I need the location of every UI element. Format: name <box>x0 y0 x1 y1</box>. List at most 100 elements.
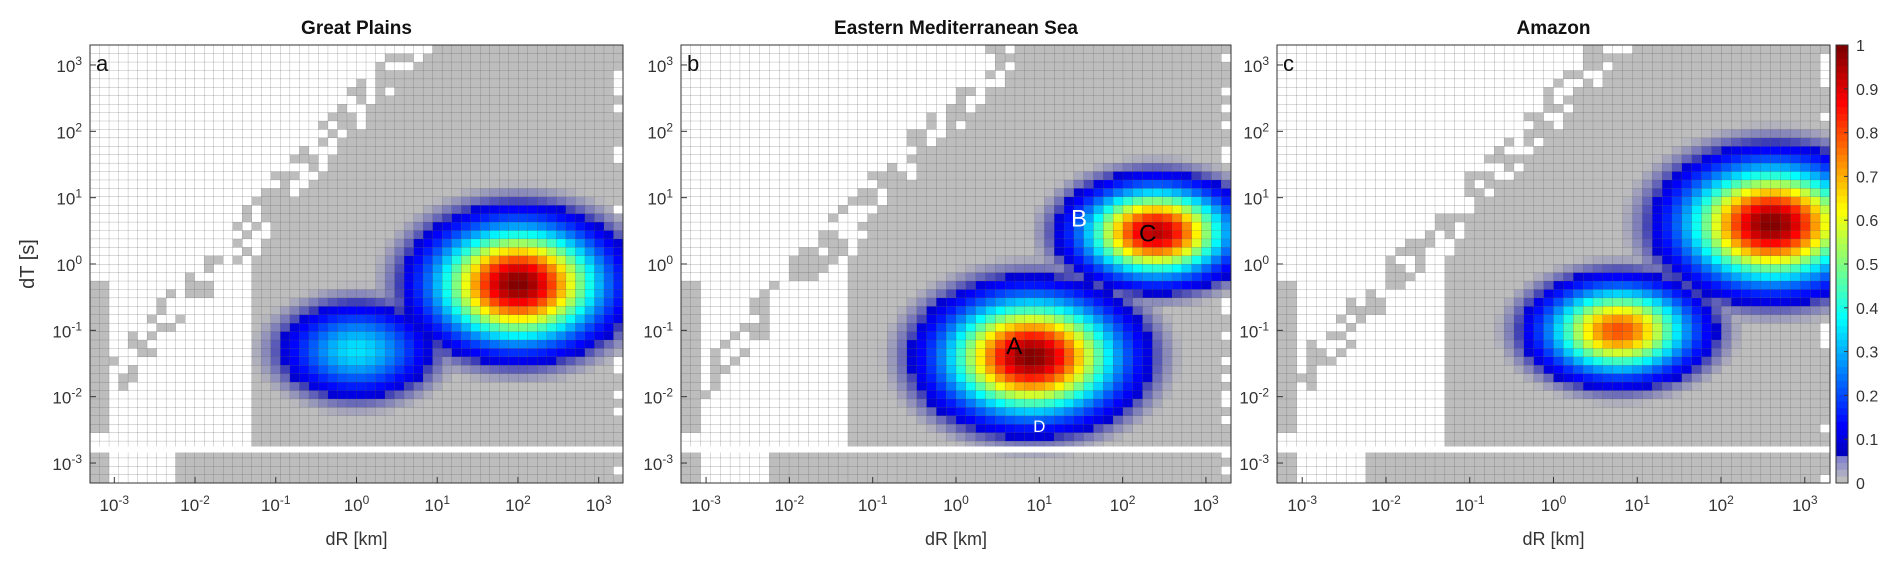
heatmap-cell <box>384 297 395 307</box>
heatmap-cell <box>985 238 996 248</box>
heatmap-cell <box>127 297 138 307</box>
heatmap-cell <box>680 179 692 189</box>
heatmap-cell <box>89 103 100 113</box>
heatmap-cell <box>527 407 538 416</box>
heatmap-cell <box>480 390 491 400</box>
heatmap-cell <box>906 145 918 155</box>
heatmap-cell <box>451 331 462 341</box>
heatmap-cell <box>280 137 291 147</box>
heatmap-cell <box>422 415 434 425</box>
heatmap-cell <box>204 61 215 71</box>
heatmap-cell <box>710 70 721 80</box>
heatmap-cell <box>318 364 329 374</box>
heatmap-cell <box>146 280 158 290</box>
heatmap-cell <box>955 457 967 467</box>
heatmap-cell <box>232 297 243 307</box>
heatmap-cell <box>594 95 605 105</box>
heatmap-cell <box>289 120 300 130</box>
heatmap-cell <box>565 398 576 408</box>
heatmap-cell <box>857 61 868 71</box>
heatmap-cell <box>308 162 319 172</box>
heatmap-cell <box>194 423 205 433</box>
heatmap-cell <box>99 465 110 475</box>
heatmap-cell <box>818 457 829 467</box>
heatmap-cell <box>906 238 918 248</box>
heatmap-cell <box>422 230 434 240</box>
heatmap-cell <box>936 103 947 113</box>
heatmap-cell <box>837 238 849 248</box>
heatmap-cell <box>441 339 453 349</box>
heatmap-cell <box>808 204 819 214</box>
heatmap-cell <box>194 364 205 374</box>
heatmap-cell <box>337 457 348 467</box>
heatmap-cell <box>451 415 462 425</box>
heatmap-cell <box>739 171 751 181</box>
heatmap-cell <box>299 356 310 366</box>
heatmap-cell <box>720 373 731 383</box>
heatmap-cell <box>470 474 481 484</box>
heatmap-cell <box>1034 364 1045 374</box>
heatmap-cell <box>769 280 780 290</box>
heatmap-cell <box>156 86 167 96</box>
heatmap-cell <box>308 53 319 63</box>
heatmap-cell <box>441 137 453 147</box>
heatmap-cell <box>413 95 424 105</box>
heatmap-cell <box>887 86 898 96</box>
heatmap-cell <box>779 53 790 63</box>
heatmap-cell <box>289 221 300 231</box>
heatmap-cell <box>594 129 605 139</box>
heatmap-cell <box>1004 44 1016 54</box>
heatmap-cell <box>613 61 624 71</box>
heatmap-cell <box>867 120 878 130</box>
heatmap-cell <box>603 465 614 475</box>
heatmap-cell <box>508 457 519 467</box>
heatmap-cell <box>118 95 129 105</box>
heatmap-cell <box>603 171 614 181</box>
heatmap-cell <box>837 348 849 358</box>
heatmap-cell <box>720 86 731 96</box>
heatmap-cell <box>232 415 243 425</box>
heatmap-cell <box>837 162 849 172</box>
heatmap-cell <box>769 162 780 172</box>
heatmap-cell <box>847 103 859 113</box>
heatmap-cell <box>955 230 967 240</box>
heatmap-cell <box>213 44 224 54</box>
heatmap-cell <box>867 432 878 442</box>
heatmap-cell <box>337 86 348 96</box>
heatmap-cell <box>422 86 434 96</box>
heatmap-cell <box>955 238 967 248</box>
heatmap-cell <box>489 407 500 416</box>
heatmap-cell <box>394 423 405 433</box>
heatmap-cell <box>280 120 291 130</box>
heatmap-cell <box>565 95 576 105</box>
heatmap-cell <box>413 474 424 484</box>
heatmap-cell <box>461 154 472 164</box>
heatmap-cell <box>906 289 918 299</box>
heatmap-cell <box>527 348 538 358</box>
heatmap-cell <box>108 112 119 122</box>
heatmap-cell <box>413 255 424 265</box>
heatmap-cell <box>896 398 908 408</box>
heatmap-cell <box>118 213 129 223</box>
heatmap-cell <box>867 297 878 307</box>
heatmap-cell <box>156 188 167 197</box>
heatmap-cell <box>537 272 548 282</box>
heatmap-cell <box>906 171 918 181</box>
heatmap-cell <box>1054 154 1065 164</box>
heatmap-cell <box>270 213 281 223</box>
heatmap-cell <box>441 145 453 155</box>
heatmap-cell <box>720 162 731 172</box>
heatmap-cell <box>710 162 721 172</box>
heatmap-cell <box>739 255 751 265</box>
heatmap-cell <box>470 364 481 374</box>
heatmap-cell <box>965 364 977 374</box>
heatmap-cell <box>906 196 918 206</box>
heatmap-cell <box>289 398 300 408</box>
heatmap-cell <box>710 322 721 332</box>
heatmap-cell <box>857 297 868 307</box>
heatmap-cell <box>720 179 731 189</box>
heatmap-cell <box>808 465 819 475</box>
heatmap-cell <box>926 246 937 256</box>
heatmap-cell <box>251 238 262 248</box>
heatmap-cell <box>156 246 167 256</box>
